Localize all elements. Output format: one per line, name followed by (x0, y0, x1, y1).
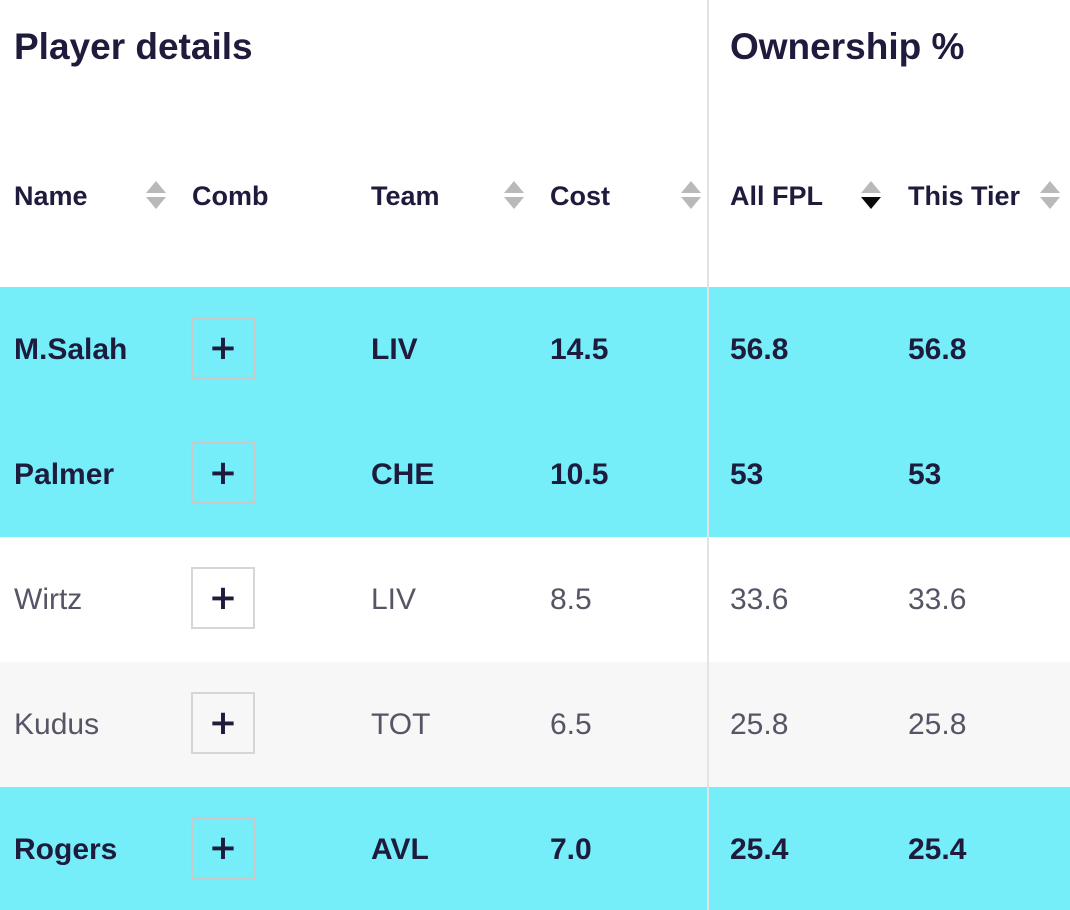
team-cell: CHE (371, 457, 435, 491)
cost-cell: 14.5 (550, 332, 609, 366)
column-header-all-fpl[interactable]: All FPL (730, 180, 823, 211)
column-group-divider (707, 0, 709, 910)
table-row: Palmer + CHE 10.5 53 53 (0, 412, 1070, 537)
table-header: Name Comb Team Cost All FPL This Tier (0, 160, 1070, 232)
this-tier-cell: 56.8 (908, 332, 967, 366)
add-to-comb-button[interactable]: + (191, 692, 255, 754)
column-header-team[interactable]: Team (371, 180, 440, 211)
all-fpl-cell: 33.6 (730, 582, 789, 616)
player-name[interactable]: Rogers (14, 832, 118, 866)
plus-icon: + (208, 578, 238, 618)
add-to-comb-button[interactable]: + (191, 567, 255, 629)
cost-cell: 7.0 (550, 832, 592, 866)
table-row: Rogers + AVL 7.0 25.4 25.4 (0, 787, 1070, 910)
all-fpl-cell: 25.4 (730, 832, 789, 866)
all-fpl-cell: 25.8 (730, 707, 789, 741)
plus-icon: + (208, 328, 238, 368)
this-tier-cell: 33.6 (908, 582, 967, 616)
player-name[interactable]: Palmer (14, 457, 115, 491)
sort-cost-icon[interactable] (681, 181, 701, 213)
add-to-comb-button[interactable]: + (191, 317, 255, 379)
this-tier-cell: 25.8 (908, 707, 967, 741)
plus-icon: + (208, 453, 238, 493)
group-title-player-details: Player details (14, 26, 253, 67)
column-header-name[interactable]: Name (14, 180, 88, 211)
column-header-this-tier[interactable]: This Tier (908, 180, 1021, 211)
cost-cell: 10.5 (550, 457, 609, 491)
this-tier-cell: 25.4 (908, 832, 967, 866)
group-title-ownership: Ownership % (730, 26, 965, 67)
all-fpl-cell: 56.8 (730, 332, 789, 366)
this-tier-cell: 53 (908, 457, 942, 491)
team-cell: TOT (371, 707, 431, 741)
player-name[interactable]: Kudus (14, 707, 100, 741)
cost-cell: 6.5 (550, 707, 592, 741)
player-name[interactable]: Wirtz (14, 582, 83, 616)
column-header-comb: Comb (192, 180, 269, 211)
column-header-cost[interactable]: Cost (550, 180, 610, 211)
add-to-comb-button[interactable]: + (191, 817, 255, 879)
table-row: Wirtz + LIV 8.5 33.6 33.6 (0, 537, 1070, 662)
player-name[interactable]: M.Salah (14, 332, 128, 366)
plus-icon: + (208, 828, 238, 868)
plus-icon: + (208, 703, 238, 743)
table-body: M.Salah + LIV 14.5 56.8 56.8 Palmer + CHE 10.5 53 5… (0, 287, 1070, 910)
sort-team-icon[interactable] (504, 181, 524, 213)
sort-this-tier-icon[interactable] (1040, 181, 1060, 213)
team-cell: AVL (371, 832, 429, 866)
table-row: Kudus + TOT 6.5 25.8 25.8 (0, 662, 1070, 787)
table-row: M.Salah + LIV 14.5 56.8 56.8 (0, 287, 1070, 412)
sort-all-fpl-icon[interactable] (861, 181, 881, 213)
sort-name-icon[interactable] (146, 181, 166, 213)
cost-cell: 8.5 (550, 582, 592, 616)
add-to-comb-button[interactable]: + (191, 442, 255, 504)
all-fpl-cell: 53 (730, 457, 764, 491)
team-cell: LIV (371, 582, 417, 616)
team-cell: LIV (371, 332, 418, 366)
